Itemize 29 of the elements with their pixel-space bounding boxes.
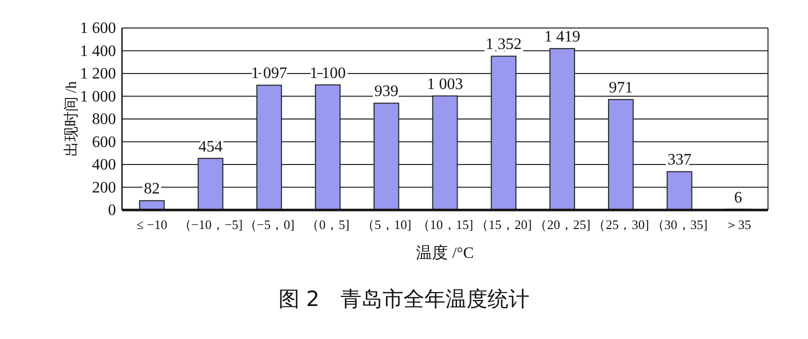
x-tick-label: （30，35] [651,217,708,232]
y-tick-label: 600 [92,134,116,151]
x-axis-title: 温度 /°C [416,244,474,262]
x-tick-label: （−5，0] [244,217,294,232]
data-label: 1 352 [486,36,522,54]
x-tick-label: （−10，−5] [178,217,243,232]
y-tick-label: 1 200 [80,66,116,83]
data-label: 454 [198,138,223,156]
y-tick-label: 1 600 [80,20,116,38]
y-tick-label: 400 [92,156,116,174]
data-label: 6 [734,189,742,206]
y-tick-label: 0 [108,202,116,220]
y-tick-label: 800 [92,111,116,128]
y-axis-title: 出现时间 /h [63,80,80,157]
x-tick-label: （25，30] [592,217,650,232]
x-tick-label: （10，15] [416,217,474,232]
y-tick-label: 1 000 [80,88,116,106]
y-tick-label: 200 [92,179,116,196]
x-tick-label: ＞35 [725,217,752,232]
x-tick-label: （0，5] [306,217,350,232]
data-label: 971 [608,80,633,97]
data-label: 1 419 [544,28,580,46]
x-tick-label: （5，10] [361,217,412,232]
x-tick-label: （15，20] [475,217,532,232]
data-label: 1 003 [427,76,463,93]
y-tick-label: 1 400 [80,42,116,60]
x-tick-label: （20，25] [534,217,590,232]
x-tick-label: ≤ −10 [136,217,168,232]
text: 图 2 青岛市全年温度统计 [278,287,530,311]
